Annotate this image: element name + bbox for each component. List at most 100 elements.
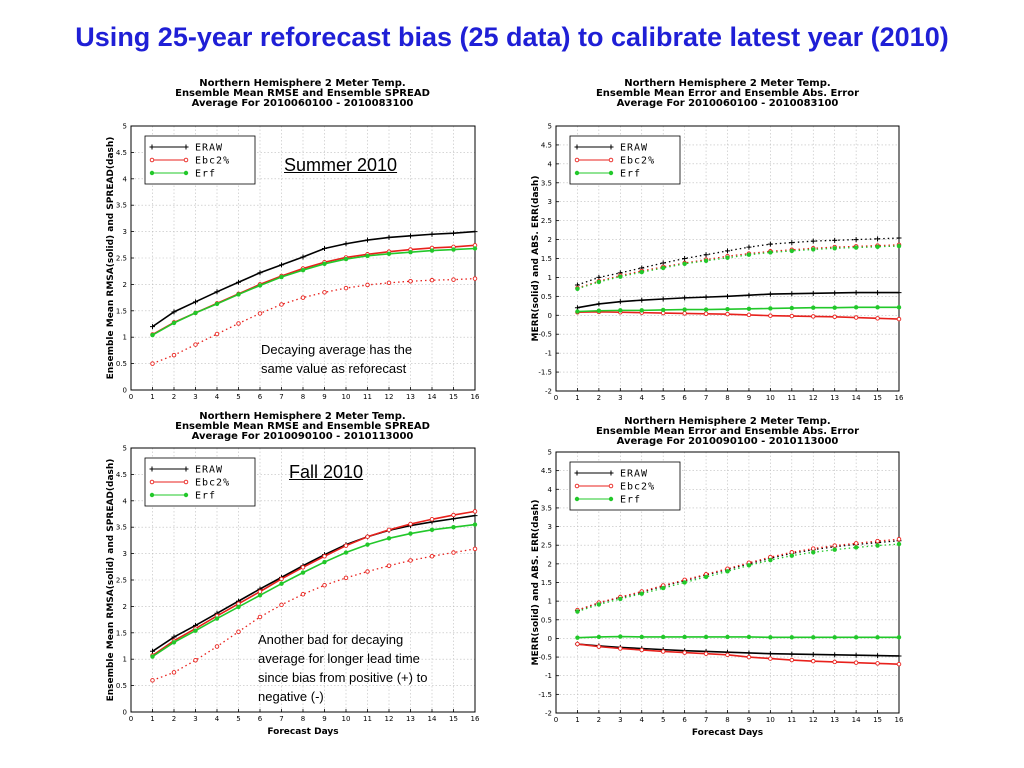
season-label-fall: Fall 2010	[289, 462, 364, 482]
chart-title-line: Northern Hemisphere 2 Meter Temp.	[199, 78, 406, 89]
data-point-eraw	[875, 653, 881, 659]
legend-label: Erf	[620, 495, 641, 506]
data-point-ebc2pct	[875, 538, 880, 544]
data-point-ebc2pct	[386, 527, 392, 533]
data-point-ebc2pct	[279, 602, 284, 608]
data-point-eraw	[810, 290, 816, 296]
data-point-ebc2pct	[322, 553, 327, 559]
data-point-ebc2pct	[150, 361, 155, 366]
data-point-ebc2pct	[768, 313, 773, 318]
data-point-ebc2pct	[768, 656, 773, 661]
legend-marker	[574, 483, 580, 489]
annotation-line: same value as reforecast	[261, 361, 407, 376]
x-tick-label: 10	[766, 394, 775, 402]
data-point-erf	[660, 307, 666, 313]
data-point-erf	[853, 635, 859, 640]
data-point-erf	[832, 635, 837, 640]
data-point-ebc2pct	[896, 536, 902, 542]
data-point-ebc2pct	[811, 658, 816, 664]
y-tick-label: 1.5	[541, 579, 552, 587]
legend-marker	[608, 170, 614, 176]
data-point-ebc2pct	[429, 553, 435, 559]
data-point-erf	[408, 249, 413, 255]
data-point-ebc2pct	[300, 565, 306, 570]
data-point-eraw	[150, 324, 155, 330]
data-point-erf	[703, 574, 709, 580]
x-tick-label: 4	[215, 393, 220, 401]
y-tick-label: 3.5	[116, 202, 127, 210]
y-axis-label: MERR(solid) and ABS. ERR(dash)	[531, 176, 541, 342]
data-point-erf	[171, 320, 177, 326]
series-line-ebc2pct-solid	[577, 643, 900, 665]
x-tick-label: 14	[852, 394, 861, 402]
x-tick-label: 8	[725, 716, 729, 724]
y-tick-label: 3.5	[541, 504, 552, 512]
data-point-ebc2pct	[236, 321, 241, 326]
data-point-eraw	[853, 237, 859, 243]
data-point-ebc2pct	[725, 311, 730, 317]
data-point-erf	[875, 543, 880, 548]
x-tick-label: 15	[873, 394, 882, 402]
x-tick-label: 15	[449, 715, 458, 723]
data-point-eraw	[810, 238, 816, 244]
legend-marker	[183, 157, 189, 163]
x-tick-label: 8	[301, 715, 305, 723]
data-point-ebc2pct	[853, 541, 859, 546]
data-point-ebc2pct	[853, 660, 859, 665]
data-point-erf	[832, 547, 837, 552]
data-point-erf	[193, 628, 198, 633]
data-point-ebc2pct	[853, 315, 859, 320]
data-point-eraw	[300, 254, 306, 260]
data-point-ebc2pct	[386, 280, 392, 286]
data-point-ebc2pct	[451, 277, 456, 282]
x-tick-label: 1	[150, 393, 154, 401]
series-line-ebc2pct-solid	[577, 311, 900, 320]
data-point-ebc2pct	[300, 295, 306, 300]
series-line-erf-solid	[152, 247, 476, 336]
y-tick-label: 3	[548, 523, 552, 531]
annotation-fall: Another bad for decaying average for lon…	[258, 630, 427, 706]
data-point-eraw	[789, 291, 795, 297]
data-point-ebc2pct	[832, 659, 837, 665]
y-tick-label: 0	[123, 387, 127, 395]
y-tick-label: 2	[548, 560, 552, 568]
chart-title-line: Average For 2010090100 - 2010113000	[191, 431, 414, 442]
data-point-erf	[236, 292, 241, 297]
data-point-eraw	[853, 290, 859, 296]
data-point-eraw	[236, 279, 241, 285]
data-point-erf	[639, 591, 644, 596]
legend-marker	[149, 157, 155, 163]
y-tick-label: 1	[548, 274, 552, 282]
x-tick-label: 12	[385, 393, 394, 401]
data-point-erf	[682, 261, 687, 266]
series-line-ebc2pct-dash	[152, 548, 476, 681]
data-point-ebc2pct	[408, 558, 413, 563]
data-point-erf	[789, 635, 795, 640]
data-point-ebc2pct	[703, 311, 709, 317]
annotation-line: Another bad for decaying	[258, 632, 404, 647]
data-point-eraw	[875, 236, 881, 242]
y-axis-label: Ensemble Mean RMSA(solid) and SPREAD(das…	[106, 137, 116, 380]
data-point-erf	[832, 305, 837, 310]
data-point-ebc2pct	[257, 614, 263, 620]
data-point-ebc2pct	[472, 276, 478, 281]
data-point-erf	[279, 274, 284, 280]
data-point-eraw	[896, 235, 902, 241]
data-point-erf	[896, 305, 902, 310]
x-tick-label: 16	[895, 716, 904, 724]
x-tick-label: 15	[873, 716, 882, 724]
data-point-erf	[408, 531, 413, 536]
data-point-eraw	[472, 513, 478, 519]
y-tick-label: 3.5	[541, 179, 552, 187]
data-point-eraw	[725, 293, 730, 299]
x-tick-label: 7	[704, 716, 708, 724]
chart-legend: ERAW Ebc2% Erf	[569, 461, 681, 511]
data-point-erf	[429, 527, 435, 533]
chart-title-line: Average For 2010060100 - 2010083100	[191, 98, 414, 109]
chart-title-line: Average For 2010060100 - 2010083100	[616, 98, 839, 109]
data-point-ebc2pct	[257, 311, 263, 316]
legend-marker	[183, 144, 189, 150]
